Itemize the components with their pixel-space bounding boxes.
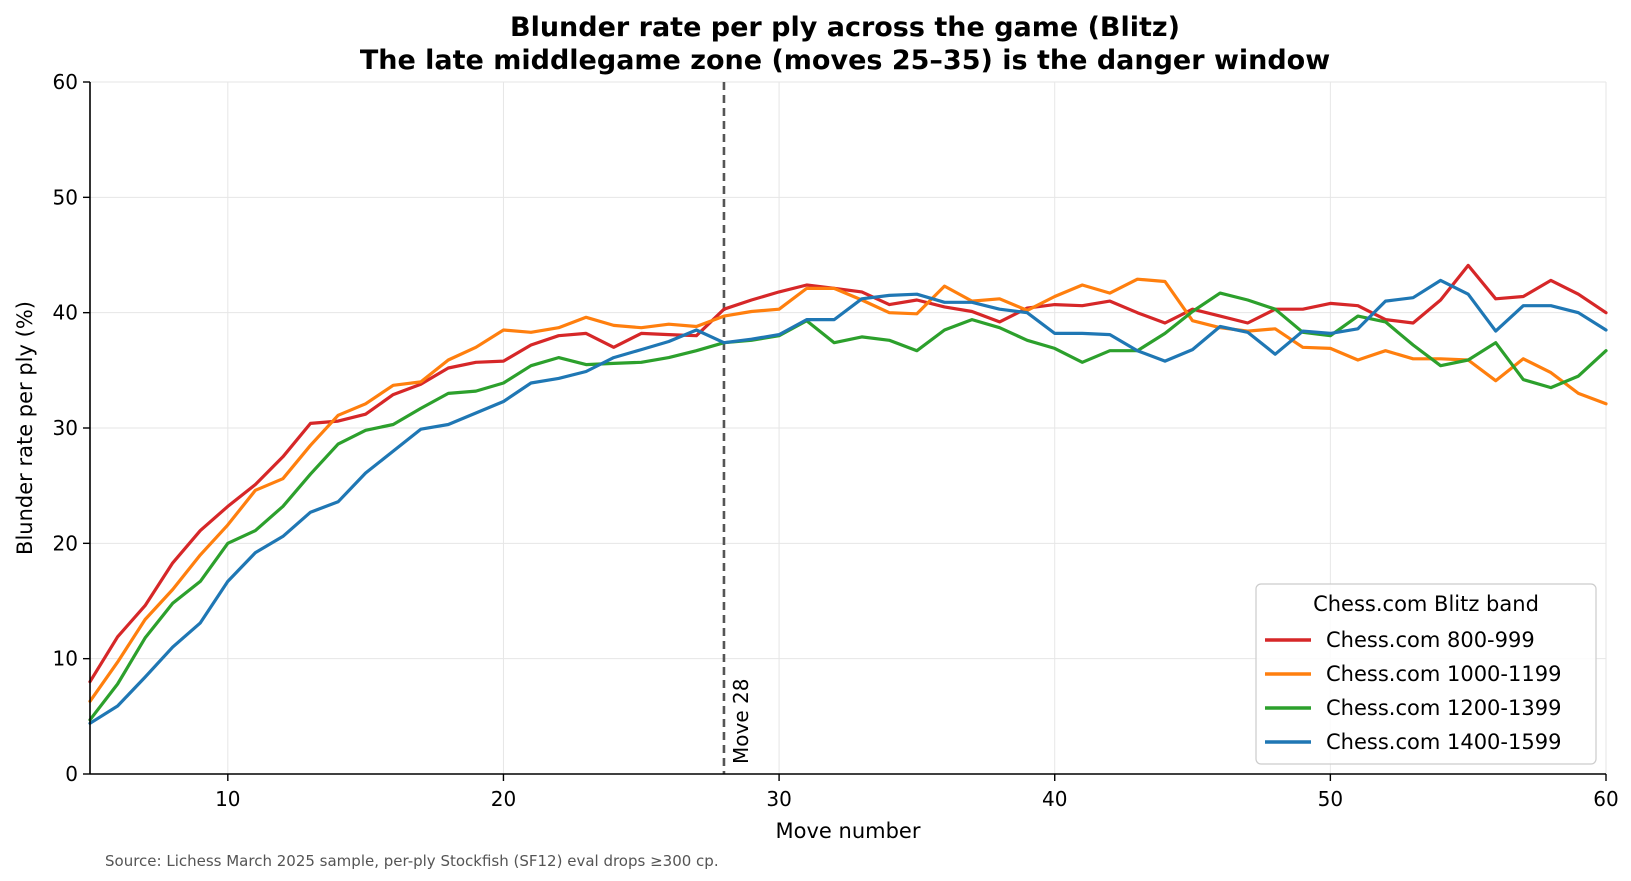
x-tick-label: 50 — [1318, 787, 1343, 811]
series-line-4 — [88, 278, 1608, 725]
legend-label: Chess.com 800-999 — [1326, 628, 1535, 652]
y-tick-label: 60 — [53, 70, 78, 94]
series-line-2 — [88, 277, 1608, 703]
series-line-3 — [88, 291, 1608, 722]
annotation-group: Move 28 — [722, 82, 753, 774]
x-tick-label: 60 — [1593, 787, 1618, 811]
chart-subtitle: The late middlegame zone (moves 25–35) i… — [360, 45, 1330, 76]
y-tick-label: 40 — [53, 301, 78, 325]
legend-frame — [1255, 583, 1597, 765]
legend-label: Chess.com 1400-1599 — [1326, 730, 1561, 754]
y-tick-label: 30 — [53, 416, 78, 440]
y-tick-label: 10 — [53, 647, 78, 671]
x-axis-label: Move number — [776, 819, 921, 843]
source-note: Source: Lichess March 2025 sample, per-p… — [105, 852, 719, 870]
series-group — [88, 263, 1608, 725]
legend-label: Chess.com 1000-1199 — [1326, 662, 1561, 686]
y-tick-label: 0 — [65, 762, 78, 786]
x-tick-label: 10 — [215, 787, 240, 811]
legend-label: Chess.com 1200-1399 — [1326, 696, 1561, 720]
move-28-marker-label: Move 28 — [729, 679, 753, 764]
x-tick-label: 30 — [766, 787, 791, 811]
y-axis-label: Blunder rate per ply (%) — [13, 301, 37, 555]
y-tick-label: 20 — [53, 531, 78, 555]
ticks: 10 20 30 40 50 60 0 10 20 30 40 50 60 — [53, 70, 1619, 811]
legend-items: Chess.com 800-999 Chess.com 1000-1199 Ches… — [1265, 628, 1561, 754]
x-tick-label: 40 — [1042, 787, 1067, 811]
series-line-1 — [88, 263, 1608, 684]
chart-title: Blunder rate per ply across the game (Bl… — [510, 12, 1180, 43]
x-tick-label: 20 — [491, 787, 516, 811]
legend-title: Chess.com Blitz band — [1313, 592, 1539, 616]
y-tick-label: 50 — [53, 185, 78, 209]
legend: Chess.com Blitz band Chess.com 800-999Ch… — [1255, 583, 1597, 765]
